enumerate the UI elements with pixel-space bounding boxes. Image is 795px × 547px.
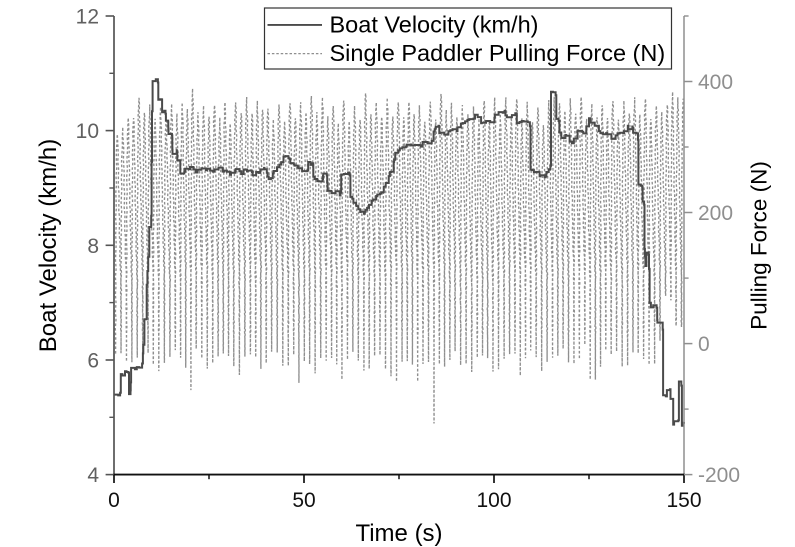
svg-text:50: 50	[292, 489, 315, 512]
svg-text:8: 8	[87, 235, 99, 258]
svg-text:12: 12	[76, 6, 99, 29]
svg-text:6: 6	[87, 350, 99, 373]
svg-text:Single Paddler Pulling Force (: Single Paddler Pulling Force (N)	[330, 40, 666, 66]
svg-text:Pulling Force (N): Pulling Force (N)	[747, 161, 772, 330]
svg-text:-200: -200	[698, 464, 740, 487]
svg-text:Boat Velocity (km/h): Boat Velocity (km/h)	[330, 11, 539, 37]
svg-text:10: 10	[76, 120, 99, 143]
svg-text:0: 0	[108, 489, 120, 512]
svg-text:200: 200	[698, 202, 733, 225]
svg-text:400: 400	[698, 71, 733, 94]
svg-text:150: 150	[666, 489, 701, 512]
svg-text:0: 0	[698, 333, 710, 356]
svg-text:Boat Velocity (km/h): Boat Velocity (km/h)	[35, 139, 62, 352]
svg-text:4: 4	[87, 464, 99, 487]
svg-text:100: 100	[476, 489, 511, 512]
svg-text:Time (s): Time (s)	[355, 520, 442, 547]
